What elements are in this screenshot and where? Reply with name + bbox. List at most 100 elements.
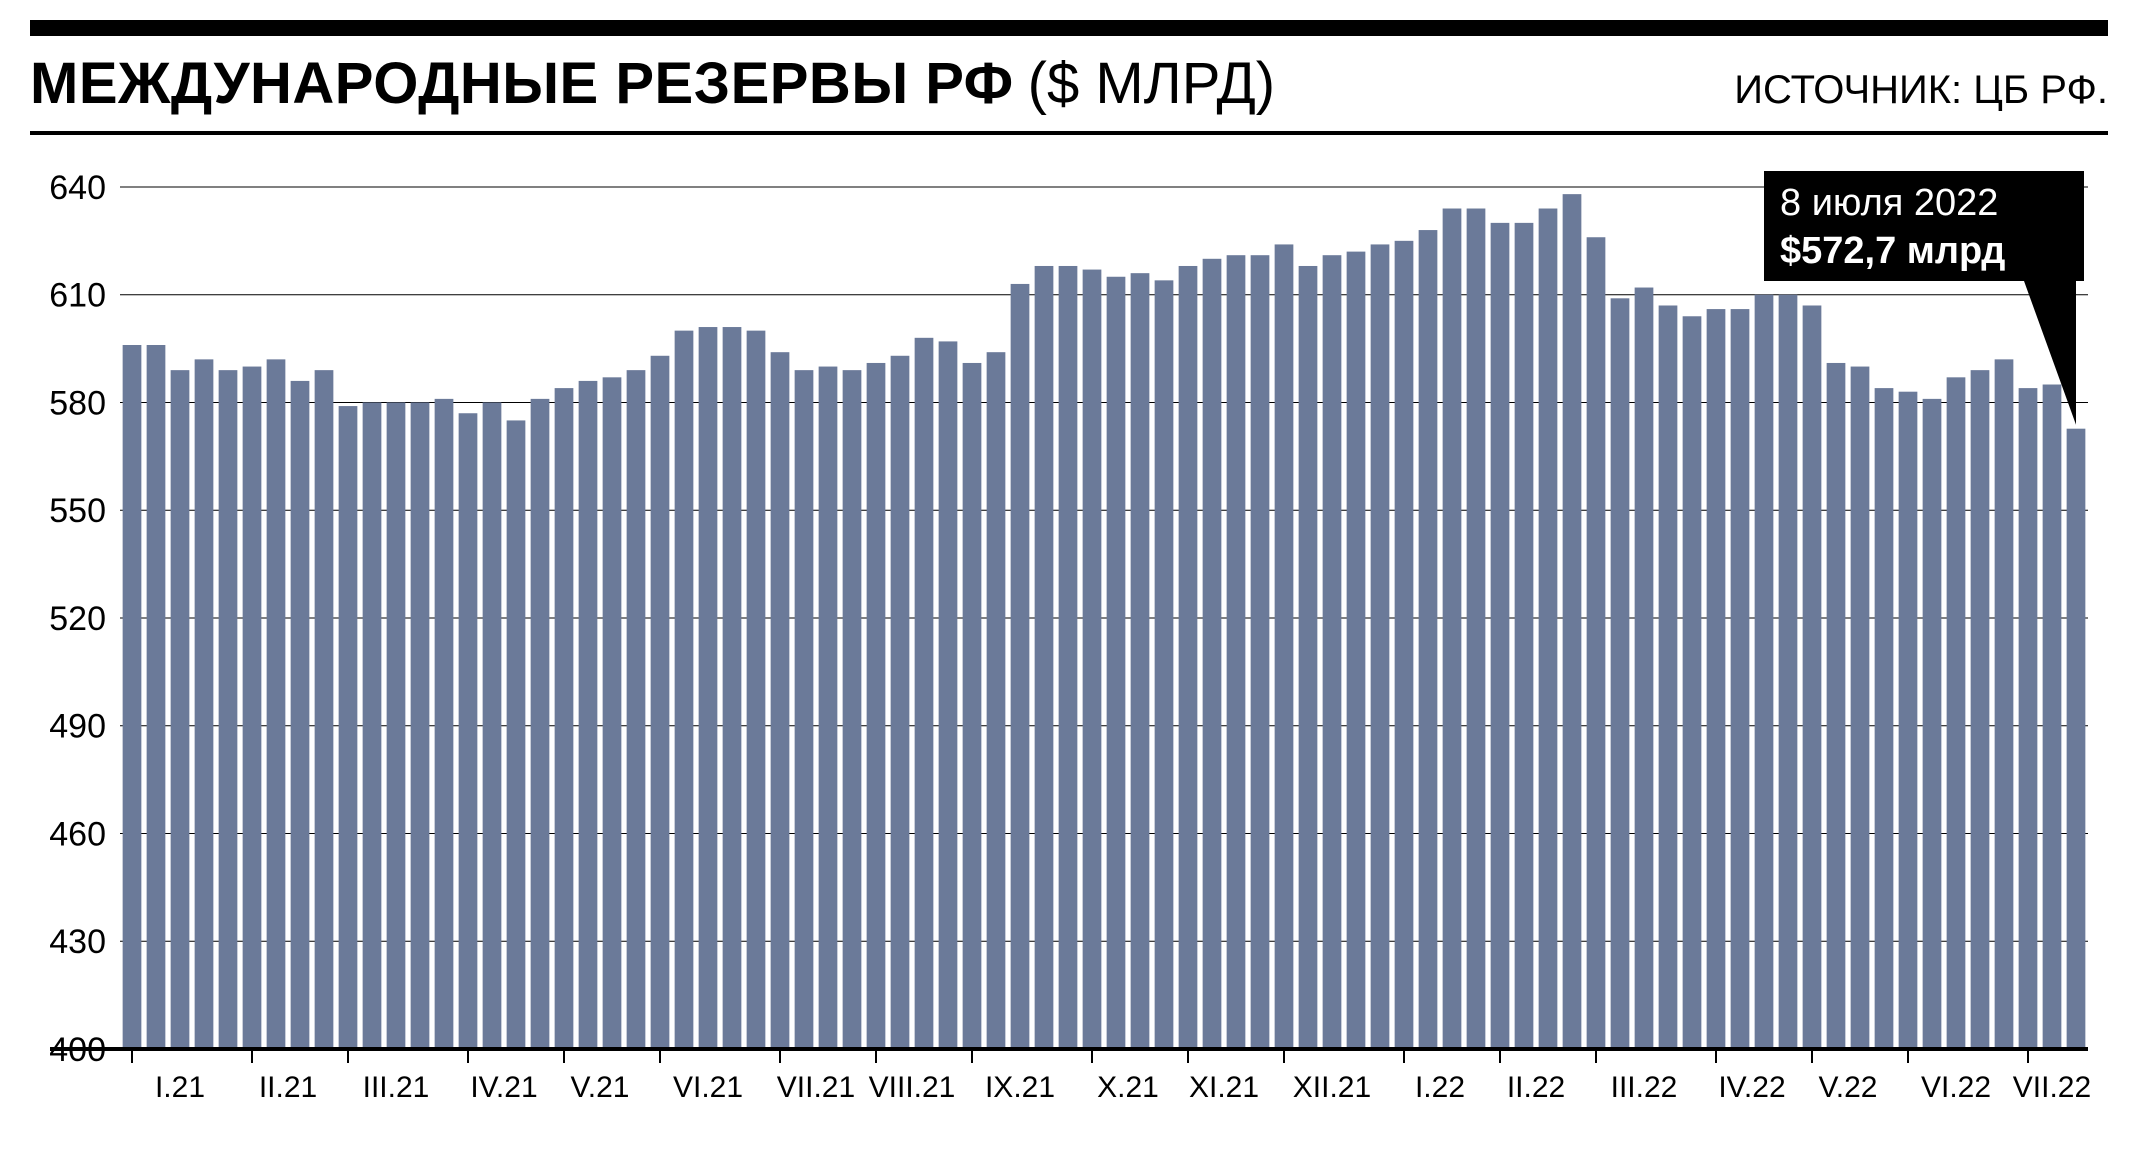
x-tick-label: I.21 <box>155 1071 205 1104</box>
header: МЕЖДУНАРОДНЫЕ РЕЗЕРВЫ РФ ($ МЛРД) ИСТОЧН… <box>30 50 2108 135</box>
bar <box>795 370 814 1049</box>
y-tick-label: 550 <box>49 492 106 530</box>
title-light: ($ МЛРД) <box>1028 50 1275 117</box>
bar <box>1251 255 1270 1049</box>
x-tick-label: I.22 <box>1415 1071 1465 1104</box>
bar <box>147 345 166 1049</box>
bar <box>1035 266 1054 1049</box>
bar <box>315 370 334 1049</box>
bar <box>1395 241 1414 1049</box>
bar <box>1707 309 1726 1049</box>
bar <box>675 331 694 1049</box>
bar <box>1827 363 1846 1049</box>
bar <box>171 370 190 1049</box>
x-tick-label: X.21 <box>1097 1071 1159 1104</box>
bar <box>411 402 430 1049</box>
bar <box>771 352 790 1049</box>
bar <box>1179 266 1198 1049</box>
x-tick-label: V.22 <box>1819 1071 1878 1104</box>
bar <box>1467 209 1486 1049</box>
bar <box>555 388 574 1049</box>
bar <box>1107 277 1126 1049</box>
bar <box>603 377 622 1049</box>
bar <box>1203 259 1222 1049</box>
bar <box>531 399 550 1049</box>
bar <box>1131 273 1150 1049</box>
x-tick-label: III.21 <box>363 1071 430 1104</box>
x-tick-label: II.21 <box>259 1071 317 1104</box>
bar <box>243 367 262 1049</box>
y-tick-label: 460 <box>49 815 106 853</box>
bar <box>195 359 214 1049</box>
bar <box>123 345 142 1049</box>
bar <box>1947 377 1966 1049</box>
bar <box>339 406 358 1049</box>
x-tick-label: VII.21 <box>777 1071 855 1104</box>
x-tick-label: XI.21 <box>1189 1071 1259 1104</box>
y-tick-label: 610 <box>49 277 106 315</box>
chart-title: МЕЖДУНАРОДНЫЕ РЕЗЕРВЫ РФ ($ МЛРД) <box>30 50 1275 117</box>
bar <box>1491 223 1510 1049</box>
bar <box>1851 367 1870 1049</box>
bar <box>291 381 310 1049</box>
x-tick-label: IX.21 <box>985 1071 1055 1104</box>
bar <box>579 381 598 1049</box>
bar <box>699 327 718 1049</box>
bar-chart: 400430460490520550580610640I.21II.21III.… <box>30 159 2108 1119</box>
bar <box>1995 359 2014 1049</box>
bar <box>1731 309 1750 1049</box>
y-tick-label: 640 <box>49 169 106 207</box>
bar <box>459 413 478 1049</box>
bar <box>1635 288 1654 1049</box>
bar <box>1419 230 1438 1049</box>
bar <box>1755 295 1774 1049</box>
bar <box>987 352 1006 1049</box>
bar <box>627 370 646 1049</box>
bar <box>1899 392 1918 1049</box>
bar <box>747 331 766 1049</box>
bar <box>651 356 670 1049</box>
y-tick-label: 520 <box>49 600 106 638</box>
x-tick-label: VI.22 <box>1921 1071 1991 1104</box>
bar <box>1299 266 1318 1049</box>
bar <box>1275 244 1294 1049</box>
bar <box>1923 399 1942 1049</box>
x-tick-label: VI.21 <box>673 1071 743 1104</box>
x-tick-label: IV.22 <box>1718 1071 1785 1104</box>
top-rule <box>30 20 2108 36</box>
bar <box>1083 270 1102 1049</box>
bar <box>1971 370 1990 1049</box>
bar <box>1611 298 1630 1049</box>
bar <box>819 367 838 1049</box>
bar <box>1011 284 1030 1049</box>
x-tick-label: V.21 <box>571 1071 630 1104</box>
bar <box>1803 305 1822 1049</box>
title-bold: МЕЖДУНАРОДНЫЕ РЕЗЕРВЫ РФ <box>30 50 1014 117</box>
bar <box>1779 295 1798 1049</box>
bar <box>1443 209 1462 1049</box>
bar <box>483 402 502 1049</box>
bar <box>723 327 742 1049</box>
bar <box>915 338 934 1049</box>
bar <box>1323 255 1342 1049</box>
bar <box>267 359 286 1049</box>
bar <box>1515 223 1534 1049</box>
y-tick-label: 580 <box>49 384 106 422</box>
bar <box>2019 388 2038 1049</box>
bar <box>507 420 526 1049</box>
x-tick-label: VII.22 <box>2013 1071 2091 1104</box>
bar <box>1563 194 1582 1049</box>
x-tick-label: II.22 <box>1507 1071 1565 1104</box>
bar <box>1587 237 1606 1049</box>
y-tick-label: 430 <box>49 923 106 961</box>
bar <box>363 402 382 1049</box>
x-tick-label: IV.21 <box>470 1071 537 1104</box>
bar <box>1683 316 1702 1049</box>
bar <box>939 341 958 1049</box>
bar <box>387 402 406 1049</box>
bar <box>2067 429 2086 1049</box>
bar <box>1539 209 1558 1049</box>
bar <box>2043 385 2062 1049</box>
bar <box>867 363 886 1049</box>
bar <box>963 363 982 1049</box>
